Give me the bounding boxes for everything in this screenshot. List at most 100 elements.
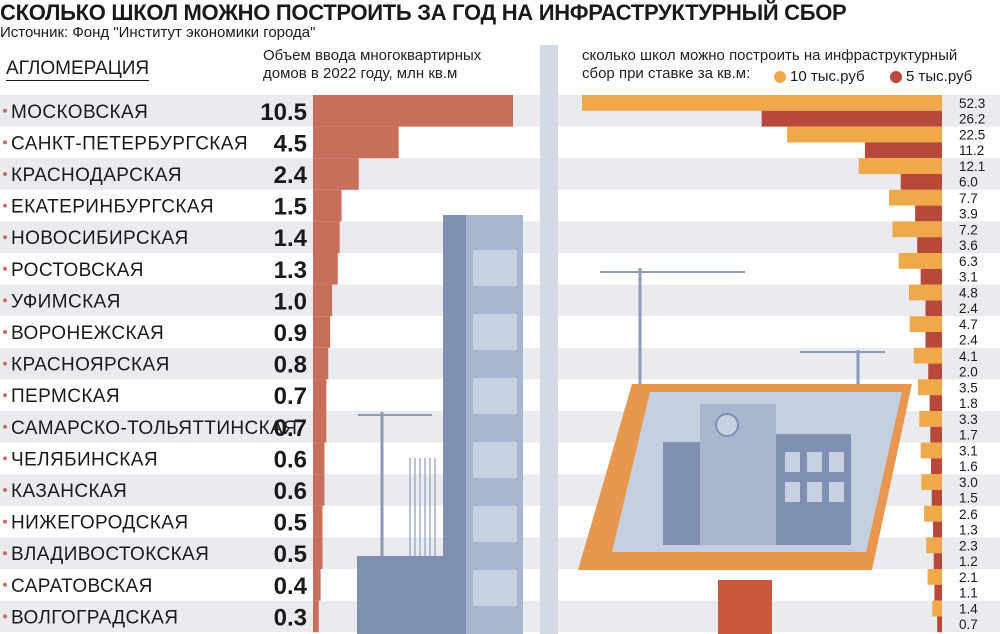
value-10k: 3.0 — [959, 475, 978, 490]
school-window — [807, 482, 822, 502]
row-marker — [3, 108, 7, 113]
tower-window — [473, 314, 517, 350]
value-5k: 1.8 — [959, 396, 978, 411]
row-marker — [3, 456, 7, 461]
volume-bar — [313, 347, 329, 380]
bar-5k — [930, 426, 942, 443]
value-10k: 6.3 — [959, 254, 978, 269]
legend-item-10k: 10 тыс.руб — [774, 68, 865, 85]
bar-10k — [892, 221, 942, 238]
page-title: СКОЛЬКО ШКОЛ МОЖНО ПОСТРОИТЬ ЗА ГОД НА И… — [0, 0, 847, 25]
right-chart-subtitle: сколько школ можно построить на инфрастр… — [582, 47, 958, 82]
school-wing — [663, 442, 703, 545]
volume-bar — [313, 379, 327, 411]
value-10k: 3.5 — [959, 380, 978, 395]
region-label: УФИМСКАЯ — [11, 291, 121, 312]
value-5k: 2.4 — [959, 333, 978, 348]
tower-window — [473, 506, 517, 542]
building-base — [357, 556, 447, 634]
region-label: КРАСНОДАРСКАЯ — [11, 165, 182, 186]
volume-bar — [313, 126, 399, 159]
bar-5k — [864, 142, 942, 159]
volume-bar — [313, 569, 321, 601]
region-label: САНКТ-ПЕТЕРБУРГСКАЯ — [11, 133, 248, 154]
region-label: ПЕРМСКАЯ — [11, 386, 120, 407]
region-label: НОВОСИБИРСКАЯ — [11, 228, 189, 249]
row-marker — [3, 551, 7, 556]
bar-10k — [908, 284, 942, 301]
bar-5k — [937, 616, 942, 633]
volume-bar — [313, 537, 323, 569]
value-10k: 2.3 — [959, 538, 978, 553]
bar-5k — [925, 300, 942, 317]
volume-value: 2.4 — [274, 162, 308, 189]
bar-5k — [928, 363, 942, 380]
region-label: НИЖЕГОРОДСКАЯ — [11, 513, 188, 534]
volume-bar — [313, 474, 325, 506]
legend-item-5k: 5 тыс.руб — [890, 68, 972, 85]
legend-label-5k: 5 тыс.руб — [906, 68, 973, 85]
row-marker — [3, 140, 7, 145]
volume-value: 0.6 — [274, 478, 307, 505]
bar-5k — [917, 237, 942, 253]
bar-5k — [934, 584, 942, 601]
volume-bar — [313, 442, 325, 475]
region-label: КАЗАНСКАЯ — [11, 481, 127, 502]
bar-5k — [925, 332, 942, 348]
row-marker — [3, 614, 7, 619]
bar-10k — [913, 347, 942, 364]
value-10k: 3.1 — [959, 444, 978, 459]
value-10k: 4.7 — [959, 317, 978, 332]
volume-value-labels: 10.5 4.5 2.4 1.5 1.4 1.3 1.0 0.9 0.8 0.7 0.7 0.6 0.6… — [260, 99, 307, 632]
region-label: КРАСНОЯРСКАЯ — [11, 355, 170, 376]
value-5k: 1.2 — [959, 554, 978, 569]
volume-value: 0.7 — [274, 415, 307, 442]
bar-10k — [898, 253, 942, 269]
bar-5k — [933, 553, 942, 569]
column-header: АГЛОМЕРАЦИЯ — [6, 58, 150, 81]
value-5k: 3.1 — [959, 270, 978, 285]
tower-window — [473, 442, 517, 478]
region-label: САМАРСКО-ТОЛЬЯТТИНСКАЯ — [11, 418, 297, 439]
row-marker — [3, 519, 7, 524]
illustration-school-on-screen — [578, 268, 912, 634]
bar-10k — [917, 379, 942, 396]
volume-value: 0.7 — [274, 383, 307, 410]
volume-value: 0.3 — [274, 604, 307, 631]
volume-bar — [313, 600, 319, 633]
bar-10k — [926, 537, 942, 554]
tower-window — [473, 570, 517, 606]
bar-10k — [932, 600, 942, 617]
bar-5k — [920, 268, 942, 285]
region-label: САРАТОВСКАЯ — [11, 576, 153, 597]
value-10k: 4.8 — [959, 286, 978, 301]
bar-10k — [888, 189, 942, 206]
region-labels: МОСКОВСКАЯ САНКТ-ПЕТЕРБУРГСКАЯ КРАСНОДАРСК… — [11, 102, 297, 629]
legend-swatch-10k — [774, 70, 786, 83]
value-5k: 1.6 — [959, 459, 978, 474]
value-5k: 2.4 — [959, 301, 978, 316]
bar-10k — [787, 126, 942, 143]
source-note: Источник: Фонд "Институт экономики город… — [0, 24, 316, 41]
volume-value: 4.5 — [274, 130, 307, 157]
value-5k: 1.3 — [959, 522, 978, 537]
volume-value: 0.5 — [274, 510, 307, 537]
legend-swatch-5k — [890, 70, 902, 83]
volume-value: 0.5 — [274, 541, 307, 568]
school-window — [829, 482, 844, 502]
value-10k: 52.3 — [959, 96, 985, 111]
volume-bar — [313, 158, 359, 190]
value-10k: 12.1 — [959, 159, 985, 174]
volume-bar — [313, 284, 333, 317]
volume-bar — [313, 411, 327, 443]
left-chart-subtitle: Объем ввода многоквартирных домов в 2022… — [263, 47, 482, 82]
volume-bar — [313, 253, 338, 285]
volume-bars — [313, 95, 513, 633]
region-label: ВОРОНЕЖСКАЯ — [11, 323, 164, 344]
region-label: МОСКОВСКАЯ — [11, 102, 148, 123]
row-marker — [3, 330, 7, 334]
value-10k: 3.3 — [959, 412, 978, 427]
volume-value: 0.4 — [274, 573, 308, 600]
row-marker — [3, 582, 7, 587]
school-window — [785, 482, 800, 502]
